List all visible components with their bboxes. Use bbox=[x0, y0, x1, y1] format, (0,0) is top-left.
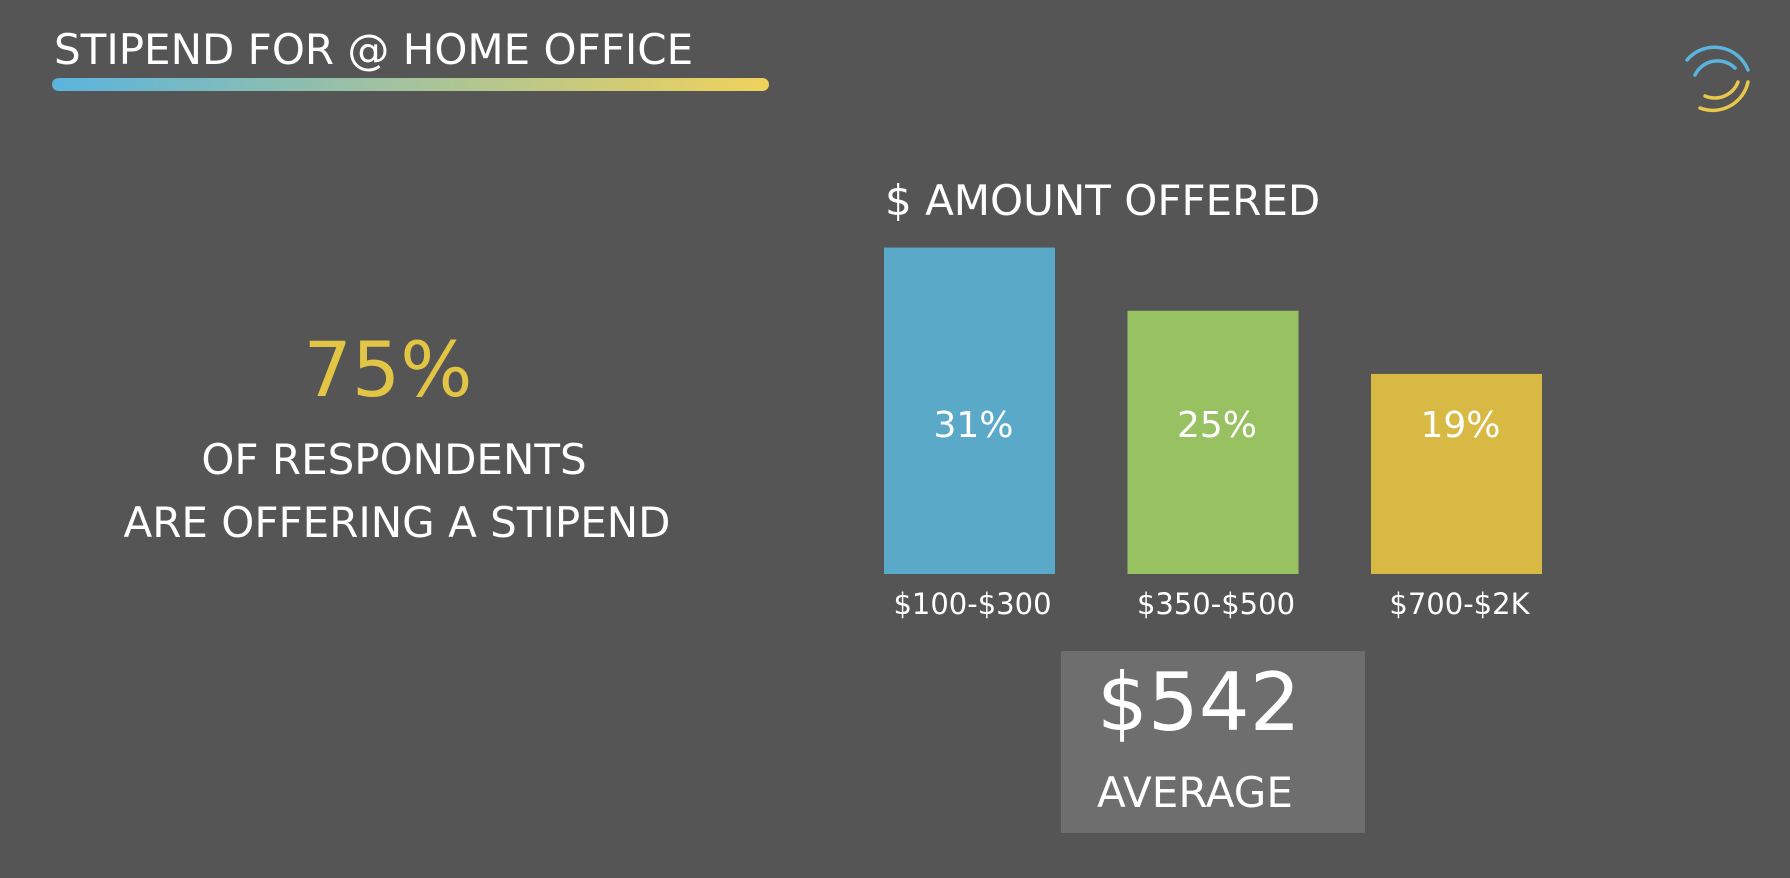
value-label: 19% bbox=[1420, 405, 1500, 446]
stat-line: OF RESPONDENTS bbox=[201, 435, 586, 484]
category-label: $350-$500 bbox=[1137, 587, 1295, 621]
category-label: $100-$300 bbox=[893, 587, 1051, 621]
bar bbox=[1127, 310, 1299, 574]
value-label: 31% bbox=[933, 405, 1013, 446]
logo bbox=[1685, 45, 1750, 113]
bar-chart: 31% $100-$300 25% $350-$500 19% $700-$2K bbox=[884, 247, 1542, 621]
category-label: $700-$2K bbox=[1389, 587, 1530, 621]
value-label: 25% bbox=[1177, 405, 1257, 446]
average-box bbox=[1061, 651, 1365, 833]
bar bbox=[884, 247, 1055, 574]
headline-stat: 75% bbox=[304, 325, 473, 414]
page-title: STIPEND FOR @ HOME OFFICE bbox=[54, 25, 693, 74]
stat-line: ARE OFFERING A STIPEND bbox=[123, 498, 670, 547]
title-underline bbox=[52, 78, 769, 91]
average-value: $542 bbox=[1097, 656, 1301, 749]
bar bbox=[1371, 373, 1542, 574]
chart-title: $ AMOUNT OFFERED bbox=[885, 176, 1320, 225]
average-label: AVERAGE bbox=[1097, 768, 1293, 817]
